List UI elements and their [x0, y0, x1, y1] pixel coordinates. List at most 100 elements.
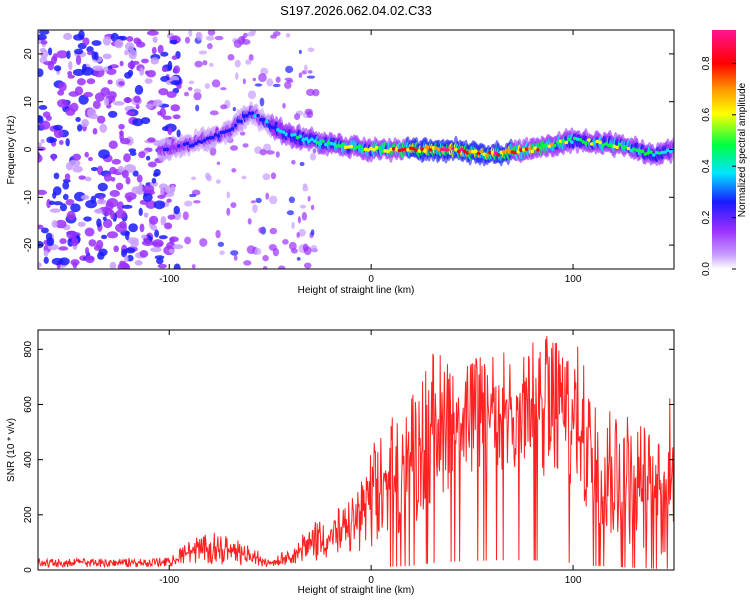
- noise-cell: [72, 68, 85, 77]
- ridge-peak: [341, 142, 345, 147]
- noise-cell: [248, 54, 254, 61]
- ridge-peak: [550, 142, 554, 147]
- noise-cell: [196, 31, 203, 41]
- ridge-peak: [595, 139, 600, 144]
- noise-cell: [76, 78, 86, 86]
- noise-cell: [245, 59, 252, 65]
- noise-cell: [260, 67, 269, 75]
- noise-cell: [269, 227, 278, 235]
- noise-cell: [38, 30, 50, 35]
- noise-cell: [74, 86, 84, 96]
- noise-cell: [149, 181, 159, 187]
- ridge-peak: [643, 152, 648, 156]
- noise-cell: [82, 63, 87, 72]
- colorbar-gradient: [712, 30, 736, 269]
- spectrogram-y-tick-label: -20: [23, 237, 34, 252]
- noise-cell: [275, 151, 280, 158]
- noise-cell: [125, 247, 136, 254]
- noise-cell: [124, 49, 129, 56]
- noise-cell: [173, 263, 181, 269]
- ridge-peak: [603, 142, 608, 146]
- noise-cell: [88, 113, 99, 120]
- noise-cell: [114, 38, 124, 49]
- noise-cell: [59, 238, 67, 245]
- noise-cell: [266, 78, 274, 87]
- spectrogram-x-tick-label: 100: [565, 274, 582, 285]
- noise-cell: [298, 49, 302, 55]
- noise-cell: [305, 88, 315, 97]
- noise-cell: [132, 170, 139, 177]
- ridge-peak: [620, 146, 625, 150]
- ridge-peak: [174, 146, 178, 150]
- colorbar: 0.0 0.2 0.4 0.6 0.8 Normalized spectral ampl…: [701, 30, 748, 276]
- noise-cell: [164, 222, 173, 230]
- noise-cell: [57, 98, 69, 108]
- ridge-peak: [516, 149, 520, 154]
- noise-cell: [144, 70, 150, 75]
- noise-cell: [69, 102, 79, 112]
- noise-cell: [51, 153, 56, 162]
- ridge-peak: [519, 148, 523, 152]
- noise-cell: [51, 220, 58, 228]
- ridge-peak: [211, 135, 215, 140]
- noise-cell: [115, 209, 127, 219]
- noise-cell: [153, 200, 166, 210]
- ridge-peak: [403, 147, 407, 151]
- noise-cell: [128, 49, 137, 60]
- ridge-peak: [544, 142, 549, 147]
- ridge-peak: [281, 130, 286, 134]
- noise-cell: [207, 30, 216, 36]
- noise-cell: [72, 165, 83, 173]
- ridge-peak: [185, 141, 190, 146]
- noise-cell: [124, 263, 131, 269]
- ridge-peak: [473, 149, 478, 154]
- snr-x-label: Height of straight line (km): [298, 585, 415, 596]
- ridge-peak: [442, 147, 447, 152]
- noise-cell: [111, 158, 121, 165]
- ridge-peak: [507, 149, 512, 154]
- noise-cell: [172, 114, 181, 120]
- spectrogram-y-label: Frequency (Hz): [6, 116, 17, 185]
- ridge-peak: [278, 129, 283, 134]
- noise-cell: [166, 198, 172, 203]
- noise-cell: [147, 137, 156, 143]
- ridge-peak: [199, 140, 204, 144]
- noise-cell: [48, 137, 58, 143]
- ridge-peak: [253, 114, 258, 118]
- noise-cell: [119, 60, 124, 67]
- noise-cell: [109, 209, 115, 220]
- noise-cell: [96, 199, 107, 205]
- noise-cell: [167, 127, 173, 136]
- ridge-peak: [318, 141, 323, 146]
- ridge-peak: [541, 144, 546, 148]
- noise-cell: [84, 176, 92, 182]
- ridge-peak: [660, 150, 665, 155]
- ridge-peak: [521, 148, 526, 152]
- noise-cell: [108, 110, 118, 118]
- noise-cell: [85, 255, 95, 264]
- noise-cell: [194, 60, 203, 68]
- snr-y-ticks: 0 200 400 600 800: [23, 341, 674, 573]
- noise-cell: [234, 59, 241, 68]
- noise-cell: [215, 229, 221, 239]
- noise-cell: [190, 176, 197, 181]
- noise-cell: [233, 255, 238, 261]
- noise-cell: [239, 131, 246, 136]
- noise-cell: [141, 239, 154, 246]
- noise-cell: [286, 79, 294, 83]
- noise-cell: [87, 51, 93, 56]
- noise-cell: [298, 228, 306, 237]
- noise-cell: [147, 161, 157, 168]
- noise-cell: [127, 61, 136, 69]
- noise-cell: [86, 46, 94, 53]
- noise-cell: [255, 197, 262, 204]
- ridge-peak: [584, 141, 588, 146]
- noise-cell: [241, 175, 247, 180]
- ridge-peak: [533, 146, 537, 150]
- noise-cell: [109, 261, 117, 269]
- noise-cell: [120, 137, 131, 145]
- noise-cell: [265, 192, 270, 200]
- noise-cell: [38, 68, 44, 77]
- noise-cell: [184, 36, 191, 44]
- ridge-peak: [389, 147, 393, 152]
